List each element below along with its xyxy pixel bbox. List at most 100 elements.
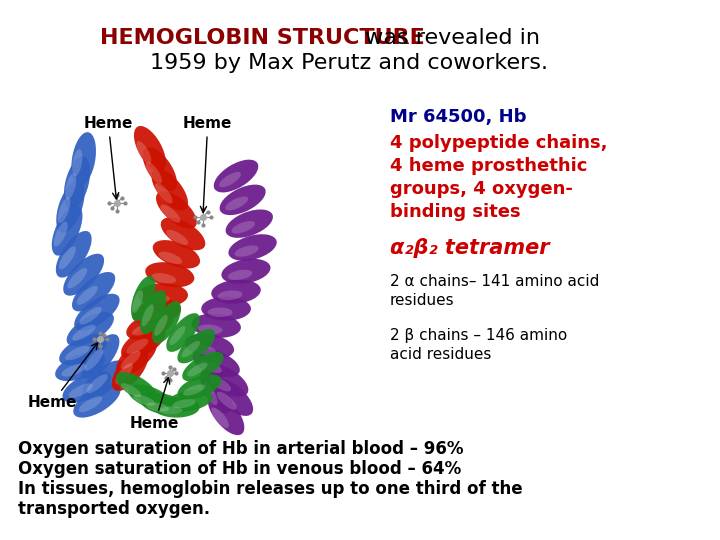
Ellipse shape — [151, 168, 188, 211]
Ellipse shape — [166, 230, 188, 245]
Ellipse shape — [132, 291, 143, 313]
Ellipse shape — [138, 310, 163, 321]
Ellipse shape — [134, 126, 166, 172]
Ellipse shape — [225, 197, 248, 211]
Ellipse shape — [137, 141, 151, 164]
Ellipse shape — [161, 205, 181, 222]
Ellipse shape — [208, 393, 244, 435]
Ellipse shape — [211, 280, 261, 304]
Ellipse shape — [187, 363, 207, 376]
Ellipse shape — [166, 313, 199, 352]
Ellipse shape — [146, 162, 162, 184]
Ellipse shape — [192, 349, 240, 377]
Ellipse shape — [202, 297, 251, 321]
Ellipse shape — [63, 254, 104, 296]
Text: 2 α chains– 141 amino acid
residues: 2 α chains– 141 amino acid residues — [390, 274, 599, 308]
Text: 2 β chains – 146 amino
acid residues: 2 β chains – 146 amino acid residues — [390, 328, 567, 362]
Ellipse shape — [112, 349, 148, 391]
Text: 1959 by Max Perutz and coworkers.: 1959 by Max Perutz and coworkers. — [150, 53, 548, 73]
Ellipse shape — [52, 205, 83, 255]
Text: Heme: Heme — [183, 117, 233, 213]
Ellipse shape — [121, 383, 141, 397]
Ellipse shape — [121, 351, 140, 369]
Ellipse shape — [128, 384, 172, 410]
Ellipse shape — [56, 181, 84, 233]
Ellipse shape — [219, 172, 241, 187]
Ellipse shape — [116, 338, 157, 375]
Ellipse shape — [232, 221, 255, 233]
Ellipse shape — [131, 276, 156, 321]
Ellipse shape — [151, 273, 176, 284]
Ellipse shape — [63, 371, 112, 403]
Ellipse shape — [159, 407, 182, 415]
Ellipse shape — [217, 392, 237, 410]
Ellipse shape — [145, 262, 194, 287]
Ellipse shape — [214, 160, 258, 192]
Ellipse shape — [126, 339, 148, 354]
Ellipse shape — [217, 291, 243, 300]
Text: In tissues, hemoglobin releases up to one third of the: In tissues, hemoglobin releases up to on… — [18, 480, 523, 498]
Text: Heme: Heme — [84, 117, 133, 199]
Text: HEMOGLOBIN STRUCTURE: HEMOGLOBIN STRUCTURE — [100, 28, 425, 48]
Ellipse shape — [65, 346, 89, 360]
Ellipse shape — [143, 147, 177, 191]
Ellipse shape — [68, 383, 93, 398]
Ellipse shape — [145, 294, 170, 303]
Ellipse shape — [198, 325, 222, 334]
Text: Oxygen saturation of Hb in arterial blood – 96%: Oxygen saturation of Hb in arterial bloo… — [18, 440, 464, 458]
Ellipse shape — [225, 210, 273, 238]
Ellipse shape — [67, 312, 114, 346]
Ellipse shape — [200, 368, 232, 413]
Ellipse shape — [212, 379, 253, 416]
Text: α₂β₂ tetramer: α₂β₂ tetramer — [390, 238, 549, 258]
Ellipse shape — [207, 307, 233, 317]
Ellipse shape — [169, 326, 186, 345]
Ellipse shape — [85, 349, 103, 371]
Ellipse shape — [142, 304, 154, 326]
Ellipse shape — [192, 345, 216, 355]
Ellipse shape — [178, 374, 222, 400]
Ellipse shape — [59, 334, 108, 366]
Ellipse shape — [76, 286, 98, 305]
Ellipse shape — [132, 300, 181, 325]
Ellipse shape — [81, 334, 120, 379]
Ellipse shape — [183, 384, 205, 396]
Ellipse shape — [140, 290, 166, 334]
Ellipse shape — [59, 246, 76, 269]
Ellipse shape — [161, 218, 205, 250]
Ellipse shape — [185, 334, 234, 359]
Ellipse shape — [156, 191, 197, 229]
Ellipse shape — [133, 395, 156, 406]
Ellipse shape — [212, 408, 229, 428]
Ellipse shape — [82, 360, 125, 400]
Ellipse shape — [173, 399, 196, 408]
Ellipse shape — [167, 390, 212, 411]
Ellipse shape — [58, 197, 71, 223]
Ellipse shape — [140, 393, 186, 415]
Ellipse shape — [65, 173, 76, 200]
Ellipse shape — [158, 252, 182, 264]
Ellipse shape — [73, 383, 120, 417]
Ellipse shape — [192, 314, 241, 338]
Ellipse shape — [138, 283, 188, 307]
Ellipse shape — [56, 231, 91, 278]
Ellipse shape — [203, 383, 217, 405]
Ellipse shape — [220, 185, 266, 215]
Ellipse shape — [222, 259, 271, 284]
Ellipse shape — [153, 397, 199, 417]
Ellipse shape — [61, 363, 86, 376]
Ellipse shape — [54, 221, 68, 247]
Ellipse shape — [55, 352, 106, 381]
Ellipse shape — [121, 326, 166, 359]
Ellipse shape — [72, 325, 96, 341]
Ellipse shape — [72, 149, 82, 176]
Ellipse shape — [126, 312, 174, 340]
Ellipse shape — [64, 157, 90, 210]
Ellipse shape — [153, 240, 200, 268]
Ellipse shape — [181, 341, 200, 357]
Ellipse shape — [146, 402, 169, 411]
Ellipse shape — [115, 363, 132, 384]
Text: Oxygen saturation of Hb in venous blood – 64%: Oxygen saturation of Hb in venous blood … — [18, 460, 462, 478]
Ellipse shape — [71, 132, 96, 186]
Ellipse shape — [79, 307, 102, 325]
